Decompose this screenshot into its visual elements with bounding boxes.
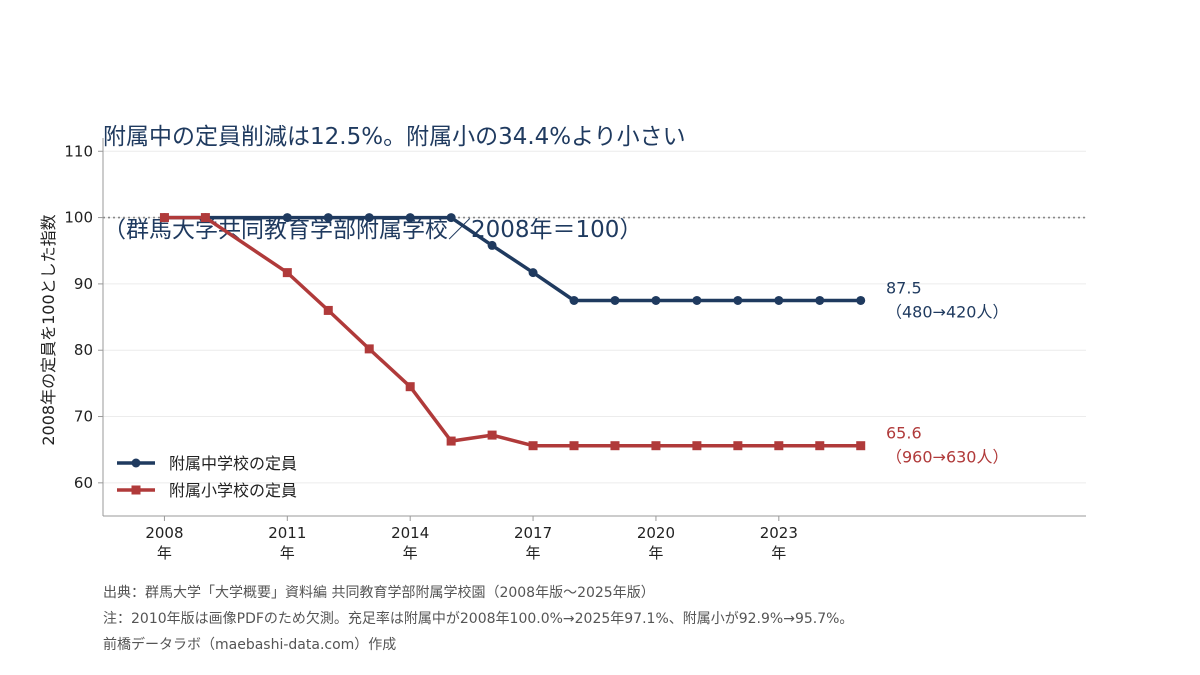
- y-tick-label-110: 110: [64, 142, 93, 160]
- y-tick-label-80: 80: [74, 341, 93, 359]
- footnote: 注：2010年版は画像PDFのため欠測。充足率は附属中が2008年100.0%→…: [103, 611, 854, 627]
- source-note: 出典：群馬大学「大学概要」資料編 共同教育学部附属学校園（2008年版〜2025…: [103, 585, 655, 601]
- x-tick-suffix-2011: 年: [280, 544, 295, 562]
- legend-label-1: 附属小学校の定員: [169, 481, 297, 500]
- data-point-0-2014: [405, 213, 415, 223]
- x-tick-label-2023: 2023: [760, 524, 798, 542]
- data-point-0-2019: [610, 295, 620, 305]
- data-point-1-2015: [446, 436, 456, 446]
- data-point-0-2013: [364, 213, 374, 223]
- data-point-0-2016: [487, 240, 497, 250]
- data-point-1-2019: [610, 441, 620, 451]
- data-point-1-2011: [282, 268, 292, 278]
- data-point-0-2024: [815, 295, 825, 305]
- x-tick-label-2020: 2020: [637, 524, 675, 542]
- data-point-0-2015: [446, 213, 456, 223]
- data-point-1-2018: [569, 441, 579, 451]
- data-point-0-2020: [651, 295, 661, 305]
- data-point-0-2011: [282, 213, 292, 223]
- data-point-0-2021: [692, 295, 702, 305]
- y-tick-label-60: 60: [74, 474, 93, 492]
- end-sublabel-1: （960→630人）: [886, 448, 1009, 467]
- data-point-1-2017: [528, 441, 538, 451]
- x-tick-label-2011: 2011: [268, 524, 306, 542]
- x-tick-label-2014: 2014: [391, 524, 429, 542]
- legend-label-0: 附属中学校の定員: [169, 454, 297, 473]
- data-point-1-2022: [733, 441, 743, 451]
- data-point-1-2008: [159, 213, 169, 223]
- x-tick-suffix-2023: 年: [771, 544, 786, 562]
- data-point-1-2021: [692, 441, 702, 451]
- data-point-1-2024: [815, 441, 825, 451]
- data-point-0-2022: [733, 295, 743, 305]
- data-point-0-2023: [774, 295, 784, 305]
- data-point-1-2016: [487, 430, 497, 440]
- data-point-1-2023: [774, 441, 784, 451]
- series-line-1: [164, 215, 861, 448]
- x-tick-suffix-2020: 年: [648, 544, 663, 562]
- chart-title: 附属中の定員削減は12.5%。附属小の34.4%より小さい （群馬大学共同教育学…: [103, 60, 686, 277]
- y-tick-label-90: 90: [74, 275, 93, 293]
- y-tick-label-70: 70: [74, 408, 93, 426]
- credit: 前橋データラボ（maebashi-data.com）作成: [103, 637, 397, 653]
- x-tick-label-2008: 2008: [145, 524, 183, 542]
- legend-marker-0: [131, 458, 141, 468]
- end-label-0: 87.5: [886, 278, 922, 297]
- x-tick-label-2017: 2017: [514, 524, 552, 542]
- x-tick-suffix-2017: 年: [526, 544, 541, 562]
- end-label-1: 65.6: [886, 424, 922, 443]
- x-tick-suffix-2014: 年: [403, 544, 418, 562]
- data-point-0-2017: [528, 268, 538, 278]
- data-point-0-2018: [569, 295, 579, 305]
- data-point-1-2012: [323, 305, 333, 315]
- footer: 出典：群馬大学「大学概要」資料編 共同教育学部附属学校園（2008年版〜2025…: [103, 580, 853, 658]
- x-tick-suffix-2008: 年: [157, 544, 172, 562]
- y-tick-label-100: 100: [64, 209, 93, 227]
- data-point-1-2025: [856, 441, 866, 451]
- data-point-1-2014: [405, 382, 415, 392]
- data-point-1-2013: [364, 344, 374, 354]
- legend-marker-1: [131, 485, 141, 495]
- chart-title-line2: （群馬大学共同教育学部附属学校／2008年＝100）: [103, 217, 643, 243]
- data-point-1-2020: [651, 441, 661, 451]
- end-sublabel-0: （480→420人）: [886, 302, 1009, 321]
- y-axis-label: 2008年の定員を100とした指数: [39, 214, 58, 445]
- chart-title-line1: 附属中の定員削減は12.5%。附属小の34.4%より小さい: [103, 124, 686, 150]
- data-point-1-2009: [200, 213, 210, 223]
- data-point-0-2025: [856, 295, 866, 305]
- data-point-0-2012: [323, 213, 333, 223]
